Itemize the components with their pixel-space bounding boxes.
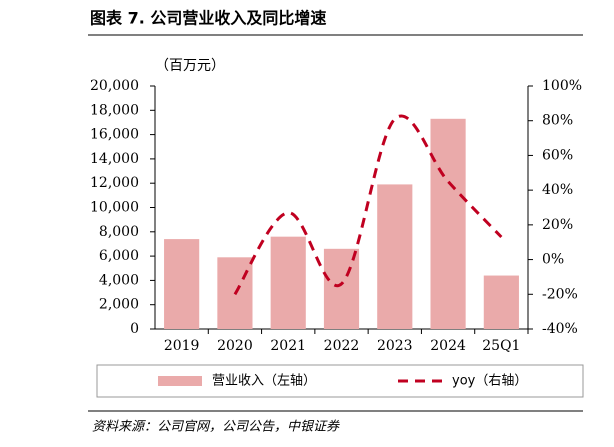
x-tick-label: 2022 xyxy=(324,338,360,354)
legend-box xyxy=(96,364,584,398)
y2-tick-label: -20% xyxy=(542,286,578,302)
y-axis-label: （百万元） xyxy=(155,58,225,74)
x-tick-label: 2019 xyxy=(164,338,200,354)
x-tick-label: 25Q1 xyxy=(482,338,520,354)
y-tick-label: 6,000 xyxy=(99,248,139,264)
x-tick-label: 2021 xyxy=(270,338,306,354)
bar xyxy=(323,248,360,329)
y-tick-label: 16,000 xyxy=(90,127,139,143)
legend-swatch xyxy=(158,376,202,386)
y-tick-label: 0 xyxy=(130,321,139,337)
y2-tick-label: 40% xyxy=(542,182,573,198)
bar xyxy=(377,184,413,329)
legend-label: yoy（右轴） xyxy=(452,374,527,389)
y-tick-label: 14,000 xyxy=(90,151,139,167)
y-tick-label: 18,000 xyxy=(90,102,139,118)
x-tick-label: 2023 xyxy=(377,338,413,354)
source-note: 资料来源：公司官网，公司公告，中银证券 xyxy=(92,420,340,435)
y-tick-label: 4,000 xyxy=(99,272,139,288)
bar xyxy=(270,236,306,329)
y-tick-label: 8,000 xyxy=(99,224,139,240)
bar xyxy=(483,275,519,329)
line xyxy=(233,114,503,296)
bar xyxy=(430,118,466,330)
y-tick-label: 20,000 xyxy=(90,78,139,94)
y2-tick-label: 100% xyxy=(542,78,582,94)
legend-label: 营业收入（左轴） xyxy=(212,374,316,389)
y-tick-label: 12,000 xyxy=(90,175,139,191)
bar xyxy=(164,239,200,329)
y-tick-label: 10,000 xyxy=(90,200,139,216)
y2-tick-label: 80% xyxy=(542,113,573,129)
y2-tick-label: -40% xyxy=(542,321,578,337)
chart-title: 图表 7. 公司营业收入及同比增速 xyxy=(90,9,326,28)
y2-tick-label: 0% xyxy=(542,252,564,268)
y-tick-label: 2,000 xyxy=(99,297,139,313)
x-tick-label: 2020 xyxy=(217,338,253,354)
y2-tick-label: 60% xyxy=(542,147,573,163)
x-tick-label: 2024 xyxy=(430,338,466,354)
y2-tick-label: 20% xyxy=(542,217,573,233)
